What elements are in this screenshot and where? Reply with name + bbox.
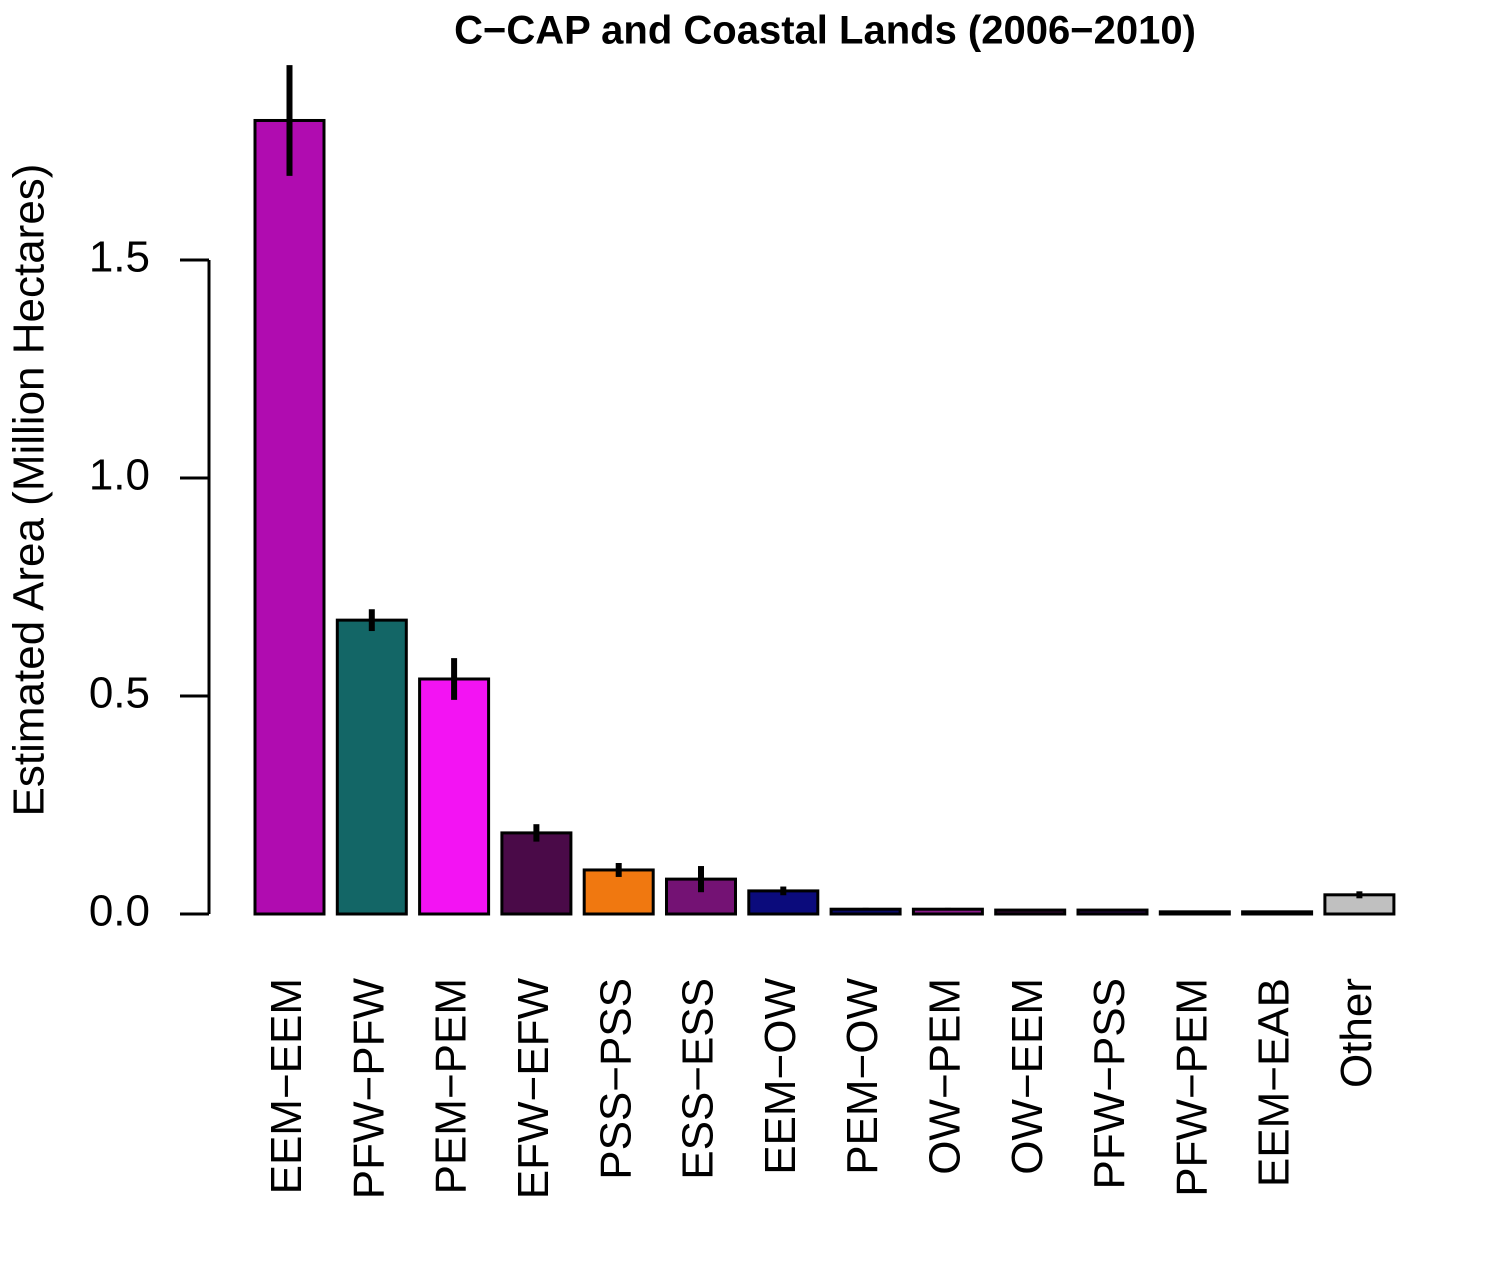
y-axis-label: Estimated Area (Million Hectares) [5, 164, 54, 817]
x-tick-label: EEM−EEM [262, 978, 311, 1194]
x-tick-label: OW−PEM [921, 978, 970, 1175]
y-tick-label: 0.5 [89, 669, 150, 718]
chart-title: C−CAP and Coastal Lands (2006−2010) [454, 9, 1196, 53]
x-tick-label: PFW−PSS [1085, 978, 1134, 1190]
x-tick-label: Other [1332, 978, 1381, 1088]
x-tick-label: PEM−PEM [427, 978, 476, 1194]
x-tick-label: EEM−EAB [1250, 978, 1299, 1187]
x-tick-label: OW−EEM [1003, 978, 1052, 1175]
x-tick-label: PFW−PFW [344, 978, 393, 1200]
x-tick-label: PSS−PSS [591, 978, 640, 1180]
y-tick-label: 0.0 [89, 887, 150, 936]
y-tick-label: 1.0 [89, 451, 150, 500]
x-tick-label: PFW−PEM [1167, 978, 1216, 1197]
bar [418, 677, 491, 916]
bar [500, 831, 573, 916]
x-tick-label: PEM−OW [838, 978, 887, 1175]
x-tick-label: EEM−OW [756, 978, 805, 1175]
x-tick-label: EFW−EFW [509, 978, 558, 1200]
bar [253, 118, 326, 916]
y-tick-label: 1.5 [89, 233, 150, 282]
bar [335, 618, 408, 916]
x-tick-label: ESS−ESS [674, 978, 723, 1180]
